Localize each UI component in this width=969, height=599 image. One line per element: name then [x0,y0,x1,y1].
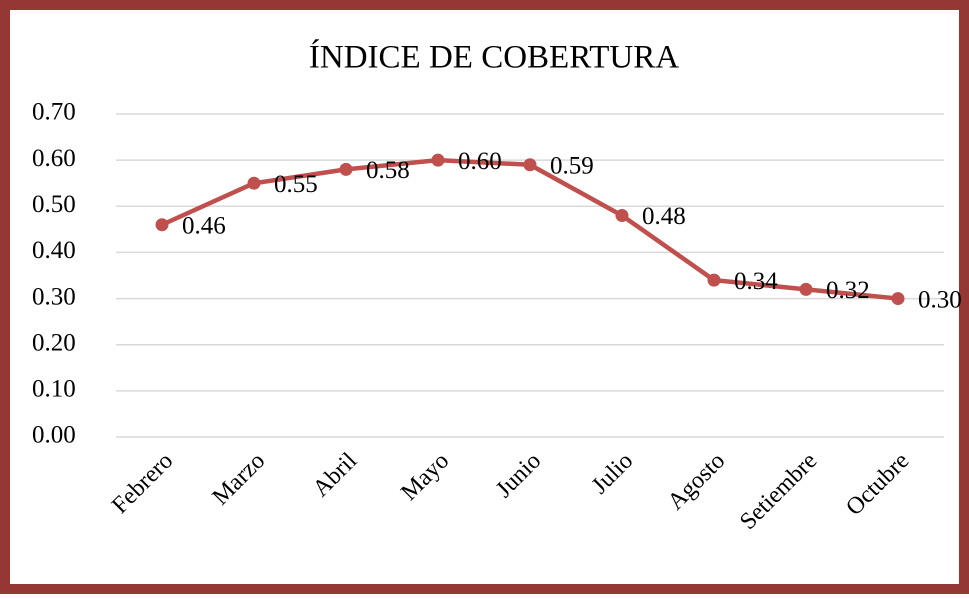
data-point [155,218,169,232]
data-point [431,153,445,167]
data-point [891,292,905,306]
y-tick-label: 0.40 [32,237,76,264]
data-label: 0.48 [642,203,686,230]
data-label: 0.60 [458,148,502,175]
data-label: 0.34 [734,268,778,295]
data-label: 0.46 [182,212,226,239]
data-point [799,282,813,296]
y-tick-label: 0.20 [32,329,76,356]
data-point [339,162,353,176]
data-point [247,176,261,190]
y-tick-label: 0.50 [32,191,76,218]
data-point [615,209,629,223]
data-point [523,158,537,172]
y-tick-label: 0.30 [32,283,76,310]
chart-title: ÍNDICE DE COBERTURA [309,39,679,76]
data-point [707,273,721,287]
data-label: 0.55 [274,171,318,198]
data-label: 0.59 [550,152,594,179]
y-tick-label: 0.00 [32,422,76,449]
data-label: 0.58 [366,157,410,184]
data-label: 0.32 [826,277,870,304]
y-tick-label: 0.60 [32,145,76,172]
y-tick-label: 0.10 [32,376,76,403]
y-tick-label: 0.70 [32,99,76,126]
data-label: 0.30 [918,286,962,313]
